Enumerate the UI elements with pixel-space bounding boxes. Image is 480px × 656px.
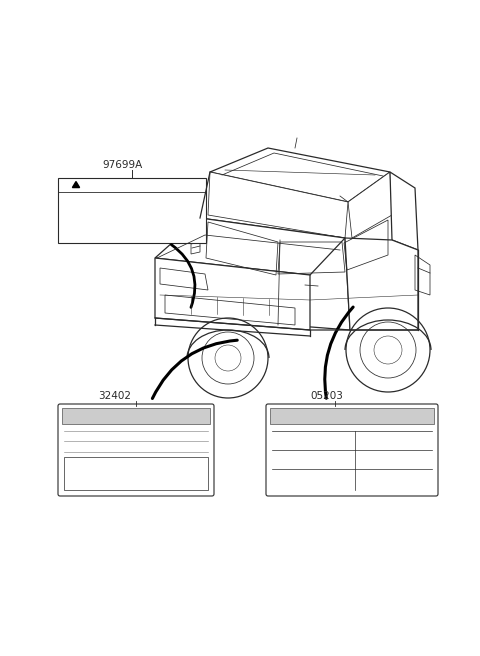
Polygon shape: [345, 238, 418, 330]
FancyArrowPatch shape: [325, 307, 353, 398]
Bar: [58, 178, 206, 243]
Bar: [62, 408, 210, 424]
FancyArrowPatch shape: [152, 340, 237, 398]
Text: 05203: 05203: [310, 391, 343, 401]
Text: 97699A: 97699A: [102, 160, 143, 170]
Bar: [64, 457, 208, 490]
Polygon shape: [155, 258, 310, 330]
Polygon shape: [348, 172, 392, 238]
Polygon shape: [155, 218, 345, 275]
Polygon shape: [390, 172, 418, 250]
Bar: [270, 408, 434, 424]
Polygon shape: [210, 148, 390, 202]
Polygon shape: [191, 242, 200, 254]
Polygon shape: [72, 182, 80, 188]
FancyBboxPatch shape: [58, 404, 214, 496]
Polygon shape: [208, 172, 348, 238]
Text: 32402: 32402: [98, 391, 131, 401]
FancyBboxPatch shape: [266, 404, 438, 496]
FancyArrowPatch shape: [171, 245, 195, 308]
Polygon shape: [195, 218, 350, 330]
